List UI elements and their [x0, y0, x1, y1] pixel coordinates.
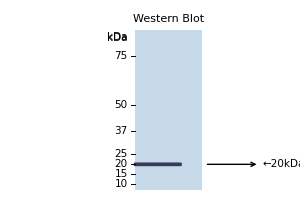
- Bar: [135, 30, 202, 190]
- Text: 37: 37: [115, 126, 128, 136]
- Text: 10: 10: [115, 179, 128, 189]
- Text: 75: 75: [115, 51, 128, 61]
- Text: Western Blot: Western Blot: [133, 14, 204, 24]
- Text: ←20kDa: ←20kDa: [207, 159, 300, 169]
- Text: 15: 15: [115, 169, 128, 179]
- FancyBboxPatch shape: [134, 162, 182, 166]
- Text: 20: 20: [115, 159, 128, 169]
- Text: kDa: kDa: [107, 32, 128, 42]
- Text: kDa: kDa: [107, 33, 128, 43]
- Text: 25: 25: [115, 149, 128, 159]
- Text: 50: 50: [115, 100, 128, 110]
